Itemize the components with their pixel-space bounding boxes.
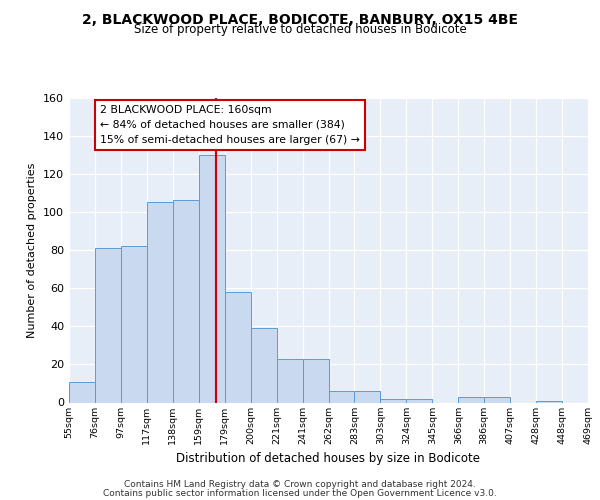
Text: 2, BLACKWOOD PLACE, BODICOTE, BANBURY, OX15 4BE: 2, BLACKWOOD PLACE, BODICOTE, BANBURY, O…	[82, 12, 518, 26]
Bar	[173, 200, 199, 402]
Bar	[225, 292, 251, 403]
Bar	[95, 248, 121, 402]
X-axis label: Distribution of detached houses by size in Bodicote: Distribution of detached houses by size …	[176, 452, 481, 465]
Text: Contains public sector information licensed under the Open Government Licence v3: Contains public sector information licen…	[103, 489, 497, 498]
Bar	[484, 397, 510, 402]
Bar	[380, 398, 406, 402]
Y-axis label: Number of detached properties: Number of detached properties	[28, 162, 37, 338]
Bar	[355, 391, 380, 402]
Text: Size of property relative to detached houses in Bodicote: Size of property relative to detached ho…	[134, 24, 466, 36]
Bar	[536, 400, 562, 402]
Bar	[406, 398, 432, 402]
Text: Contains HM Land Registry data © Crown copyright and database right 2024.: Contains HM Land Registry data © Crown c…	[124, 480, 476, 489]
Bar	[277, 358, 302, 403]
Bar	[251, 328, 277, 402]
Bar	[458, 397, 484, 402]
Bar	[329, 391, 355, 402]
Bar	[121, 246, 147, 402]
Bar	[69, 382, 95, 402]
Bar	[147, 202, 173, 402]
Bar	[302, 358, 329, 403]
Bar	[199, 154, 224, 402]
Text: 2 BLACKWOOD PLACE: 160sqm
← 84% of detached houses are smaller (384)
15% of semi: 2 BLACKWOOD PLACE: 160sqm ← 84% of detac…	[100, 105, 360, 144]
